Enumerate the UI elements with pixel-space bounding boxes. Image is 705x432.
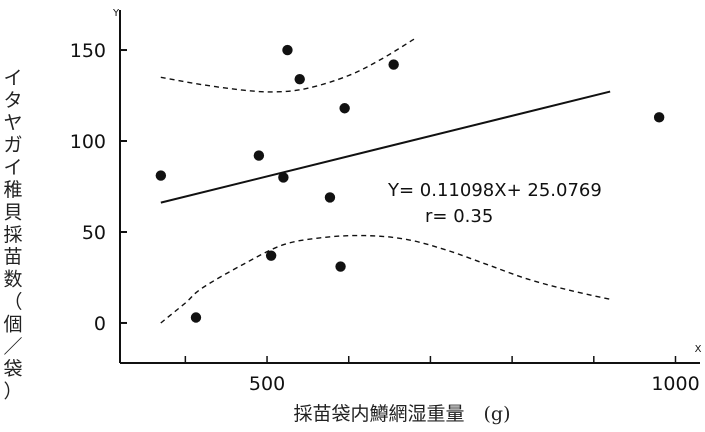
y-axis-label-char: イ	[3, 157, 22, 179]
data-point	[190, 312, 202, 323]
y-tick-label: 50	[82, 222, 106, 244]
y-axis-label-char: 貝	[3, 201, 22, 223]
data-point	[155, 170, 167, 181]
data-point	[265, 250, 277, 261]
y-tick-label: 150	[70, 40, 106, 62]
annotations: Y= 0.11098X+ 25.0769 r= 0.35	[387, 180, 602, 227]
data-point	[294, 73, 305, 85]
x-axis: X 500 1000	[120, 344, 702, 395]
data-point	[653, 112, 665, 123]
y-axis-label-char: ガ	[3, 134, 22, 156]
y-tick-label: 100	[70, 131, 106, 153]
data-point	[388, 59, 399, 70]
x-tick-label: 500	[249, 373, 285, 395]
y-axis-label-char: （	[3, 291, 22, 313]
data-point	[282, 44, 293, 56]
y-axis-label-char: ／	[3, 336, 22, 358]
data-points	[155, 44, 665, 323]
x-tick-label: 1000	[651, 373, 699, 395]
y-axis-label-char: ヤ	[3, 112, 22, 134]
y-axis-label-char: イ	[3, 67, 22, 89]
y-axis: Y 0 50 100 150	[70, 8, 127, 363]
correlation-coefficient: r= 0.35	[425, 206, 493, 227]
y-axis-label-char: 袋	[3, 358, 22, 380]
data-point	[278, 172, 289, 183]
confidence-bands	[160, 38, 611, 324]
confidence-upper-curve	[160, 38, 415, 93]
y-axis-label-char: 稚	[3, 179, 22, 201]
y-axis-label-char: ）	[3, 381, 22, 403]
regression-line	[160, 90, 611, 204]
y-axis-label-char: 個	[3, 313, 22, 335]
data-point	[324, 192, 336, 203]
x-axis-label: 採苗袋内鱒網湿重量 (g)	[294, 403, 511, 425]
y-axis-label-char: タ	[3, 89, 22, 111]
data-point	[253, 150, 265, 161]
y-axis-label-char: 苗	[3, 246, 22, 268]
y-axis-letter: Y	[112, 8, 120, 19]
y-tick-label: 0	[94, 313, 106, 335]
regression-equation: Y= 0.11098X+ 25.0769	[387, 180, 602, 201]
y-axis-label-char: 採	[3, 224, 22, 246]
y-axis-label-char: 数	[3, 269, 22, 291]
data-point	[335, 261, 346, 272]
data-point	[339, 103, 350, 114]
regression-line-group	[160, 90, 611, 204]
x-axis-letter: X	[695, 344, 702, 355]
confidence-lower-curve	[160, 234, 611, 324]
